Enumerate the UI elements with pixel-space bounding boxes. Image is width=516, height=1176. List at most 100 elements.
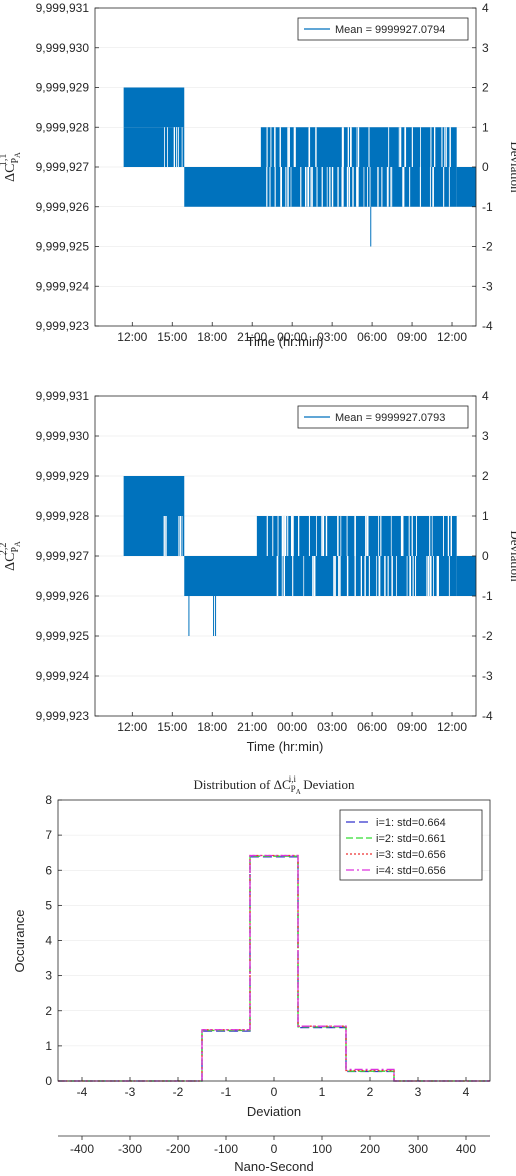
x2-tick-label: 200 <box>360 1142 380 1156</box>
y2-tick-label: 2 <box>482 81 489 95</box>
y2-tick-label: -2 <box>482 240 493 254</box>
y-axis-label: Occurance <box>12 910 27 973</box>
x-tick-label: -2 <box>173 1085 184 1099</box>
x-tick-label: 03:00 <box>317 330 347 344</box>
y2-tick-label: 2 <box>482 469 489 483</box>
y2-tick-label: -2 <box>482 629 493 643</box>
x-tick-label: 06:00 <box>357 720 387 734</box>
title-sub: P <box>291 784 296 794</box>
y2-tick-label: -3 <box>482 669 493 683</box>
deviation-bar <box>184 556 457 596</box>
y2-tick-label: 3 <box>482 41 489 55</box>
y-label-sub: P <box>10 158 21 164</box>
x-tick-label: 00:00 <box>277 720 307 734</box>
y2-tick-label: 1 <box>482 120 489 134</box>
x-tick-labels: -4 -3 -2 -1 0 1 2 3 4 <box>77 1077 470 1099</box>
x-tick-labels: 12:00 15:00 18:00 21:00 00:00 03:00 06:00 09:00… <box>117 712 467 734</box>
y2-tick-label: 4 <box>482 389 489 403</box>
deviation-bar <box>123 516 185 556</box>
y-tick-label: 9,999,930 <box>36 429 90 443</box>
x-tick-label: -4 <box>77 1085 88 1099</box>
x-tick-label: 12:00 <box>117 330 147 344</box>
title-subsub: A <box>296 788 301 796</box>
y-tick-label: 8 <box>45 793 52 807</box>
deviation-bars <box>123 87 476 247</box>
x2-tick-label: -400 <box>70 1142 94 1156</box>
y-axis-label: ΔCPA 1,1 <box>0 152 22 182</box>
y2-tick-label: -4 <box>482 709 493 723</box>
y-tick-label: 9,999,928 <box>36 120 90 134</box>
y2-axis-label: Deviation <box>508 141 516 193</box>
histogram-lines <box>58 854 490 1082</box>
legend-box <box>297 405 469 429</box>
x-tick-label: 21:00 <box>237 330 267 344</box>
x-tick-label: 18:00 <box>197 330 227 344</box>
y-label-subsub: A <box>13 541 22 547</box>
x-axis-label: Deviation <box>247 1104 301 1119</box>
y-label-sub: P <box>10 547 21 553</box>
y-tick-label: 3 <box>45 969 52 983</box>
y-tick-label: 9,999,927 <box>36 549 90 563</box>
x2-tick-label: -300 <box>118 1142 142 1156</box>
y-tick-label: 9,999,924 <box>36 279 90 293</box>
y2-tick-label: 0 <box>482 160 489 174</box>
y2-tick-labels: -4 -3 -2 -1 0 1 2 3 4 <box>472 389 493 723</box>
y-tick-label: 9,999,926 <box>36 200 90 214</box>
x-axis-label: Time (hr:min) <box>247 334 324 349</box>
y-tick-label: 9,999,926 <box>36 589 90 603</box>
deviation-bar <box>123 127 185 167</box>
y-label-sup: 2,2 <box>0 543 9 556</box>
deviation-bar <box>256 516 457 556</box>
y-tick-label: 1 <box>45 1039 52 1053</box>
x-tick-label: 21:00 <box>237 720 267 734</box>
y-tick-label: 9,999,927 <box>36 160 90 174</box>
x-axis-label: Time (hr:min) <box>247 739 324 754</box>
x-tick-label: 3 <box>415 1085 422 1099</box>
y-tick-label: 9,999,925 <box>36 629 90 643</box>
y2-tick-label: -1 <box>482 589 493 603</box>
x-tick-label: 06:00 <box>357 330 387 344</box>
svg-text:ΔCPA2,2: ΔCPA 2,2 <box>0 541 22 571</box>
x-tick-label: 0 <box>271 1085 278 1099</box>
panel-3: Distribution of ΔCPAi,i Deviation 0 1 2 3 4 5… <box>12 774 491 1174</box>
y-tick-label: 9,999,929 <box>36 469 90 483</box>
y-axis-label: ΔCPA 2,2 <box>0 541 22 571</box>
y-tick-label: 9,999,929 <box>36 81 90 95</box>
y-label-main: ΔC <box>3 553 18 571</box>
panel-2: 9,999,923 9,999,924 9,999,925 9,999,926 9,99… <box>0 389 516 754</box>
x-tick-label: -1 <box>221 1085 232 1099</box>
x2-tick-label: -200 <box>166 1142 190 1156</box>
y-tick-label: 9,999,931 <box>36 389 90 403</box>
x-tick-labels: 12:00 15:00 18:00 21:00 00:00 03:00 06:00 09:00… <box>117 322 467 344</box>
x-tick-label: 18:00 <box>197 720 227 734</box>
deviation-bar <box>456 556 476 596</box>
title-main: Distribution of ΔC <box>193 777 290 792</box>
legend: Mean = 9999927.0794 <box>297 17 469 41</box>
x-tick-label: 00:00 <box>277 330 307 344</box>
y-label-subsub: A <box>13 152 22 158</box>
x-tick-label: 09:00 <box>397 720 427 734</box>
y-tick-label: 6 <box>45 863 52 877</box>
y2-tick-labels: -4 -3 -2 -1 0 1 2 3 4 <box>472 1 493 333</box>
legend: Mean = 9999927.0793 <box>297 405 469 429</box>
y2-tick-label: -3 <box>482 279 493 293</box>
legend: i=1: std=0.664 i=2: std=0.661 i=3: std=0.6… <box>339 809 483 881</box>
x-tick-label: 2 <box>367 1085 374 1099</box>
y-tick-labels: 9,999,923 9,999,924 9,999,925 9,999,926 9,99… <box>36 389 99 723</box>
x2-tick-label: -100 <box>214 1142 238 1156</box>
y-label-sup: 1,1 <box>0 154 9 167</box>
deviation-bar <box>123 87 185 128</box>
chart-title: Distribution of ΔCPAi,i Deviation <box>193 774 355 796</box>
y-tick-label: 9,999,928 <box>36 509 90 523</box>
y2-axis-label: Deviation <box>508 530 516 582</box>
x2-tick-labels: -400 -300 -200 -100 0 100 200 300 400 <box>70 1136 476 1156</box>
y-tick-label: 7 <box>45 828 52 842</box>
x2-tick-label: 100 <box>312 1142 332 1156</box>
deviation-bars <box>123 476 476 636</box>
x2-axis-label: Nano-Second <box>234 1159 314 1174</box>
svg-text:ΔCPA1,1: ΔCPA 1,1 <box>0 152 22 182</box>
deviation-bar <box>456 167 476 207</box>
deviation-bar <box>184 167 457 207</box>
x-tick-label: 15:00 <box>157 720 187 734</box>
